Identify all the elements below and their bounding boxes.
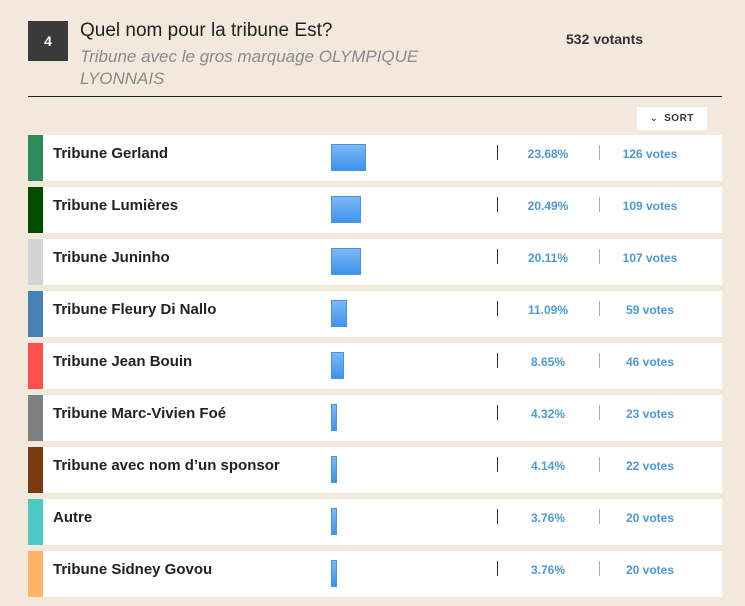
option-color-swatch	[28, 343, 43, 389]
divider	[599, 301, 600, 316]
divider	[497, 405, 498, 420]
sort-button[interactable]: ⌄ SORT	[637, 107, 707, 130]
divider	[599, 197, 600, 212]
divider	[497, 353, 498, 368]
result-percent: 20.49%	[527, 199, 569, 213]
sort-label: SORT	[664, 113, 694, 124]
result-votes: 126 votes	[622, 147, 678, 161]
option-color-swatch	[28, 239, 43, 285]
result-row: Tribune Sidney Govou 3.76% 20 votes	[28, 551, 722, 597]
result-bar	[331, 352, 344, 379]
result-row: Tribune avec nom d’un sponsor 4.14% 22 vot…	[28, 447, 722, 493]
result-row: Tribune Juninho 20.11% 107 votes	[28, 239, 722, 285]
divider	[599, 457, 600, 472]
result-percent: 4.32%	[530, 407, 566, 421]
result-row: Tribune Jean Bouin 8.65% 46 votes	[28, 343, 722, 389]
divider	[497, 457, 498, 472]
divider	[497, 249, 498, 264]
option-color-swatch	[28, 447, 43, 493]
result-bar	[331, 456, 337, 483]
result-votes: 46 votes	[625, 355, 675, 369]
question-number-badge: 4	[28, 21, 68, 61]
divider	[497, 145, 498, 160]
result-percent: 4.14%	[530, 459, 566, 473]
question-title: Quel nom pour la tribune Est?	[80, 20, 333, 41]
result-votes: 109 votes	[622, 199, 678, 213]
divider	[599, 561, 600, 576]
result-votes: 107 votes	[622, 251, 678, 265]
option-color-swatch	[28, 499, 43, 545]
option-label: Tribune Sidney Govou	[53, 561, 213, 578]
option-label: Tribune Marc-Vivien Foé	[53, 405, 227, 422]
result-row: Tribune Fleury Di Nallo 11.09% 59 votes	[28, 291, 722, 337]
divider	[599, 249, 600, 264]
option-color-swatch	[28, 187, 43, 233]
option-label: Tribune Fleury Di Nallo	[53, 301, 217, 318]
divider	[497, 301, 498, 316]
divider	[497, 561, 498, 576]
result-votes: 22 votes	[625, 459, 675, 473]
result-bar	[331, 404, 337, 431]
result-percent: 20.11%	[527, 251, 569, 265]
divider	[497, 197, 498, 212]
result-votes: 20 votes	[625, 511, 675, 525]
option-label: Tribune Gerland	[53, 145, 169, 162]
chevron-down-icon: ⌄	[650, 113, 659, 123]
result-row: Tribune Marc-Vivien Foé 4.32% 23 votes	[28, 395, 722, 441]
result-bar	[331, 248, 361, 275]
option-label: Autre	[53, 509, 93, 526]
result-row: Tribune Gerland 23.68% 126 votes	[28, 135, 722, 181]
divider	[599, 509, 600, 524]
option-label: Tribune Jean Bouin	[53, 353, 193, 370]
result-bar	[331, 508, 337, 535]
option-label: Tribune avec nom d’un sponsor	[53, 457, 280, 474]
result-bar	[331, 300, 347, 327]
result-bar	[331, 144, 366, 171]
result-votes: 23 votes	[625, 407, 675, 421]
result-percent: 3.76%	[530, 511, 566, 525]
result-row: Tribune Lumières 20.49% 109 votes	[28, 187, 722, 233]
result-percent: 8.65%	[530, 355, 566, 369]
result-percent: 23.68%	[527, 147, 569, 161]
option-color-swatch	[28, 551, 43, 597]
divider	[599, 405, 600, 420]
divider	[599, 353, 600, 368]
option-label: Tribune Lumières	[53, 197, 179, 214]
voter-count: 532 votants	[566, 31, 644, 47]
divider	[497, 509, 498, 524]
option-color-swatch	[28, 291, 43, 337]
result-bar	[331, 196, 361, 223]
option-color-swatch	[28, 395, 43, 441]
result-votes: 20 votes	[625, 563, 675, 577]
result-percent: 3.76%	[530, 563, 566, 577]
result-votes: 59 votes	[625, 303, 675, 317]
option-label: Tribune Juninho	[53, 249, 170, 266]
question-subtitle: Tribune avec le gros marquage OLYMPIQUE …	[80, 47, 419, 88]
result-row: Autre 3.76% 20 votes	[28, 499, 722, 545]
result-bar	[331, 560, 337, 587]
poll-header: 4 Quel nom pour la tribune Est? Tribune …	[28, 18, 722, 97]
divider	[599, 145, 600, 160]
poll-results-list: Tribune Gerland 23.68% 126 votes Tribune Lu…	[28, 135, 722, 603]
result-percent: 11.09%	[527, 303, 569, 317]
option-color-swatch	[28, 135, 43, 181]
poll-question: 4 Quel nom pour la tribune Est? Tribune …	[28, 18, 722, 597]
